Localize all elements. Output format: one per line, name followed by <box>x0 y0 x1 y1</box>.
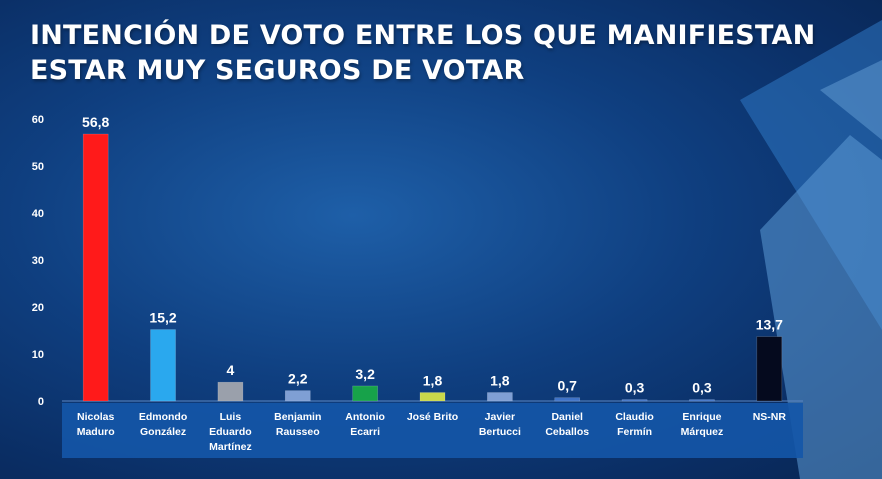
bar <box>689 399 715 402</box>
bar <box>82 133 109 402</box>
x-tick-label-line: Enrique <box>682 411 721 423</box>
x-tick-label-line: Eduardo <box>209 426 252 438</box>
x-tick-label-line: Rausseo <box>276 426 320 438</box>
y-tick-label: 10 <box>32 349 44 361</box>
data-label: 56,8 <box>82 114 109 130</box>
data-label: 1,8 <box>423 373 443 389</box>
x-tick-label: NS-NR <box>753 411 787 423</box>
y-tick-label: 40 <box>32 208 44 220</box>
x-tick-label-line: Maduro <box>77 426 115 438</box>
category-label-band <box>62 403 803 458</box>
data-label: 13,7 <box>756 317 783 333</box>
x-tick-label-line: Nicolas <box>77 411 115 423</box>
x-tick-label: Antonio Ecarri <box>345 411 385 438</box>
y-tick-label: 20 <box>32 302 44 314</box>
bar <box>419 392 446 402</box>
x-tick-label-line: Martínez <box>209 441 252 453</box>
bar <box>217 381 244 402</box>
x-tick-label-line: Luis <box>220 411 242 423</box>
x-tick-label: Claudio Fermín <box>615 411 654 438</box>
bar <box>554 397 581 402</box>
data-label: 0,3 <box>625 380 645 396</box>
chart-title: INTENCIÓN DE VOTO ENTRE LOS QUE MANIFIES… <box>30 20 816 86</box>
x-tick-label-line: Ceballos <box>545 426 589 438</box>
x-tick-label: Javier Bertucci <box>479 411 521 438</box>
x-tick-label-line: José Brito <box>407 411 458 423</box>
bar <box>284 390 311 402</box>
x-tick-label-line: González <box>140 426 186 438</box>
data-label: 1,8 <box>490 373 510 389</box>
data-label: 3,2 <box>355 366 375 382</box>
bar <box>621 399 648 402</box>
data-label: 0,7 <box>557 378 577 394</box>
x-tick-label: Daniel Ceballos <box>545 411 589 438</box>
x-tick-label: Benjamin Rausseo <box>274 411 321 438</box>
x-tick-label-line: Daniel <box>551 411 583 423</box>
bar <box>487 392 513 402</box>
x-tick-label-line: Javier <box>485 411 515 423</box>
bar <box>756 336 783 402</box>
x-tick-label-line: Fermín <box>617 426 652 438</box>
data-label: 2,2 <box>288 371 308 387</box>
x-tick-label-line: Edmondo <box>139 411 187 423</box>
bar <box>150 329 176 402</box>
x-tick-label: Nicolas Maduro <box>77 411 115 438</box>
y-tick-label: 0 <box>38 396 44 408</box>
y-tick-label: 60 <box>32 114 44 126</box>
x-tick-label-line: Márquez <box>681 426 724 438</box>
x-tick-label-line: Ecarri <box>350 426 380 438</box>
x-tick-label-line: Benjamin <box>274 411 321 423</box>
y-tick-label: 50 <box>32 161 44 173</box>
x-tick-label: José Brito <box>407 411 458 423</box>
x-tick-label-line: Antonio <box>345 411 385 423</box>
data-label: 0,3 <box>692 380 712 396</box>
x-tick-label-line: Bertucci <box>479 426 521 438</box>
x-tick-label: Enrique Márquez <box>681 411 724 438</box>
x-tick-label: Luis Eduardo Martínez <box>209 411 252 453</box>
y-tick-label: 30 <box>32 255 44 267</box>
data-label: 4 <box>227 362 235 378</box>
bar <box>352 385 378 402</box>
x-tick-label: Edmondo González <box>139 411 187 438</box>
x-tick-label-line: Claudio <box>615 411 654 423</box>
data-label: 15,2 <box>149 310 176 326</box>
x-tick-label-line: NS-NR <box>753 411 787 423</box>
